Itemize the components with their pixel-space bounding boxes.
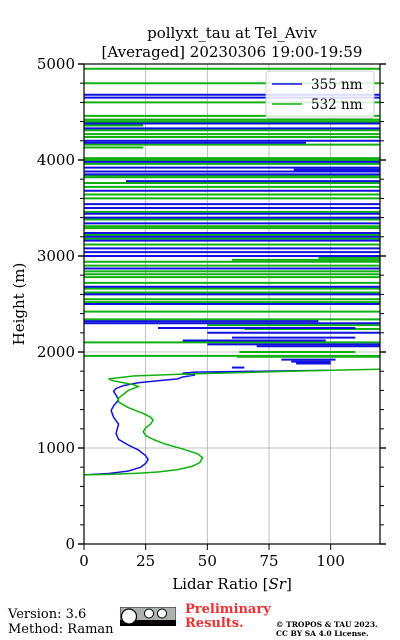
y-tick-label: 3000 bbox=[37, 247, 75, 265]
series-line-532-nm bbox=[83, 368, 381, 476]
x-tick-label: 50 bbox=[198, 552, 217, 570]
y-tick-label: 0 bbox=[65, 535, 75, 553]
series-line-355-nm bbox=[83, 369, 331, 476]
y-tick-label: 1000 bbox=[37, 439, 75, 457]
legend-label-532: 532 nm bbox=[311, 97, 363, 113]
chart-title: pollyxt_tau at Tel_Aviv bbox=[147, 24, 317, 42]
cc-license-badge bbox=[120, 607, 176, 626]
version-text: Version: 3.6 bbox=[8, 607, 87, 622]
x-axis-label: Lidar Ratio [Sr] bbox=[172, 575, 292, 593]
legend-label-355: 355 nm bbox=[311, 77, 363, 93]
legend: 355 nm 532 nm bbox=[265, 70, 375, 119]
legend-box bbox=[265, 70, 375, 119]
method-text: Method: Raman bbox=[8, 622, 114, 637]
x-tick-label: 100 bbox=[316, 552, 345, 570]
noise-segments bbox=[84, 67, 380, 369]
x-tick-label: 75 bbox=[259, 552, 278, 570]
preliminary-line-1: Preliminary bbox=[185, 602, 271, 617]
x-tick-label: 25 bbox=[136, 552, 155, 570]
chart-subtitle: [Averaged] 20230306 19:00-19:59 bbox=[102, 43, 363, 61]
credit-line-1: © TROPOS & TAU 2023. bbox=[276, 620, 378, 629]
series-layer bbox=[83, 368, 381, 476]
y-tick-label: 2000 bbox=[37, 343, 75, 361]
y-axis-label: Height (m) bbox=[10, 263, 28, 346]
preliminary-results-note: Preliminary Results. bbox=[185, 603, 280, 631]
copyright-credit: © TROPOS & TAU 2023. CC BY SA 4.0 Licens… bbox=[276, 620, 398, 638]
x-tick-label: 0 bbox=[79, 552, 89, 570]
y-tick-label: 4000 bbox=[37, 151, 75, 169]
preliminary-line-2: Results. bbox=[185, 616, 244, 631]
y-tick-label: 5000 bbox=[37, 55, 75, 73]
credit-line-2: CC BY SA 4.0 License. bbox=[276, 629, 369, 638]
axes-frame bbox=[83, 63, 381, 545]
